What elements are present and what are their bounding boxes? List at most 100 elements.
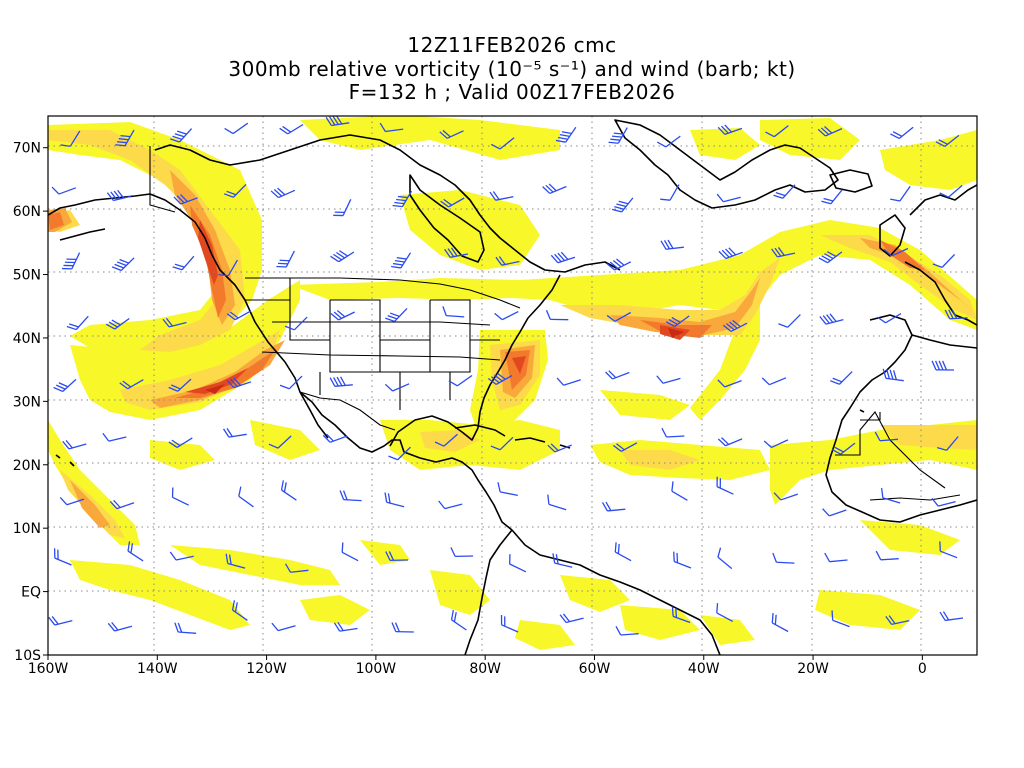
- wind-barb: [824, 552, 848, 563]
- wind-barb: [174, 622, 197, 634]
- wind-barb: [547, 443, 572, 453]
- x-tick-label: 0: [918, 661, 927, 677]
- wind-barb: [494, 311, 519, 321]
- y-axis-ticks: 70N 60N 50N 40N 30N 20N 10N EQ 10S: [13, 141, 48, 664]
- map-title-line2: 300mb relative vorticity (10⁻⁵ s⁻¹) and …: [228, 57, 795, 81]
- map-title-line1: 12Z11FEB2026 cmc: [407, 33, 616, 57]
- wind-barb: [717, 437, 743, 447]
- wind-barb: [773, 184, 796, 199]
- wind-barb: [890, 185, 911, 202]
- wind-barb: [718, 247, 743, 260]
- wind-barb: [717, 379, 742, 388]
- wind-barb: [333, 621, 358, 632]
- wind-barb: [329, 376, 353, 387]
- wind-barb: [487, 372, 513, 385]
- wind-barb: [276, 250, 295, 268]
- wind-barb: [223, 427, 247, 438]
- wind-barb: [59, 497, 85, 506]
- x-tick-label: 120W: [246, 661, 287, 677]
- wind-barb: [109, 499, 135, 510]
- wind-barb: [330, 309, 355, 321]
- wind-barb: [606, 258, 632, 271]
- wind-barb: [169, 128, 193, 143]
- wind-barb: [495, 256, 520, 266]
- plot-area: [48, 116, 977, 655]
- wind-barb: [874, 431, 898, 442]
- wind-barb: [559, 613, 584, 624]
- wind-barb: [279, 375, 303, 390]
- wind-barb: [450, 547, 474, 557]
- wind-barb: [555, 126, 577, 143]
- wind-barb: [284, 316, 308, 331]
- wind-barb: [716, 603, 734, 622]
- coastlines: [48, 119, 977, 655]
- wind-barb: [765, 125, 789, 138]
- wind-barb: [671, 481, 688, 501]
- wind-barb: [656, 135, 681, 148]
- wind-barb: [936, 436, 959, 451]
- wind-barb: [717, 547, 733, 570]
- wind-barb: [238, 486, 254, 508]
- x-axis-ticks: 160W 140W 120W 100W 80W 60W 40W 20W 0: [28, 655, 927, 677]
- x-tick-label: 160W: [28, 661, 69, 677]
- x-tick-label: 80W: [469, 661, 501, 677]
- wind-barb: [322, 433, 348, 443]
- wind-barb: [880, 487, 901, 504]
- wind-barb: [379, 122, 404, 133]
- wind-barb: [939, 541, 958, 559]
- wind-barb: [817, 126, 843, 137]
- wind-barb: [831, 610, 850, 628]
- wind-barb: [385, 307, 408, 323]
- wind-barb: [162, 317, 187, 328]
- graticule: [48, 116, 977, 655]
- wind-barb: [448, 374, 473, 387]
- wind-barb: [172, 255, 195, 271]
- wind-barb: [224, 122, 249, 135]
- wind-barb: [226, 310, 252, 321]
- wind-barb: [552, 553, 573, 568]
- wind-barb: [107, 621, 133, 632]
- y-tick-label: 40N: [13, 331, 41, 347]
- wind-barb: [931, 497, 956, 507]
- wind-barb: [106, 189, 132, 202]
- wind-barb: [168, 437, 193, 449]
- wind-barb: [716, 476, 734, 495]
- wind-barb: [931, 360, 955, 371]
- map-title-line3: F=132 h ; Valid 00Z17FEB2026: [349, 80, 676, 104]
- wind-barb: [605, 370, 630, 380]
- x-tick-label: 100W: [356, 661, 397, 677]
- wind-barbs: [48, 116, 968, 636]
- wind-barb: [822, 508, 847, 517]
- wind-barb: [270, 187, 296, 199]
- wind-barb: [450, 610, 467, 631]
- wind-barb: [226, 377, 252, 389]
- wind-barb: [611, 197, 634, 213]
- wind-barb: [773, 492, 799, 501]
- wind-barb: [608, 127, 628, 144]
- wind-barb: [438, 500, 463, 510]
- wind-barb: [883, 247, 909, 257]
- wind-barb: [818, 251, 843, 264]
- x-tick-label: 20W: [797, 661, 829, 677]
- wind-barb: [325, 116, 350, 127]
- wind-barb: [819, 313, 844, 325]
- wind-barb: [665, 315, 690, 328]
- wind-barb: [490, 436, 514, 451]
- y-tick-label: 60N: [13, 204, 41, 220]
- wind-barb: [444, 247, 469, 258]
- wind-barb: [284, 563, 309, 573]
- wind-barb: [391, 252, 412, 269]
- wind-barb: [660, 239, 684, 250]
- wind-barb: [717, 124, 743, 136]
- y-tick-label: 30N: [13, 394, 41, 410]
- wind-barb: [542, 183, 567, 195]
- wind-barb: [500, 614, 519, 633]
- wind-barb: [391, 622, 414, 633]
- wind-barb: [763, 439, 789, 449]
- wind-barb: [48, 616, 73, 626]
- wind-barb: [333, 199, 352, 217]
- wind-barb: [279, 123, 304, 135]
- wind-barb: [939, 184, 963, 198]
- wind-barb: [829, 371, 853, 385]
- plot-frame: [47, 115, 978, 656]
